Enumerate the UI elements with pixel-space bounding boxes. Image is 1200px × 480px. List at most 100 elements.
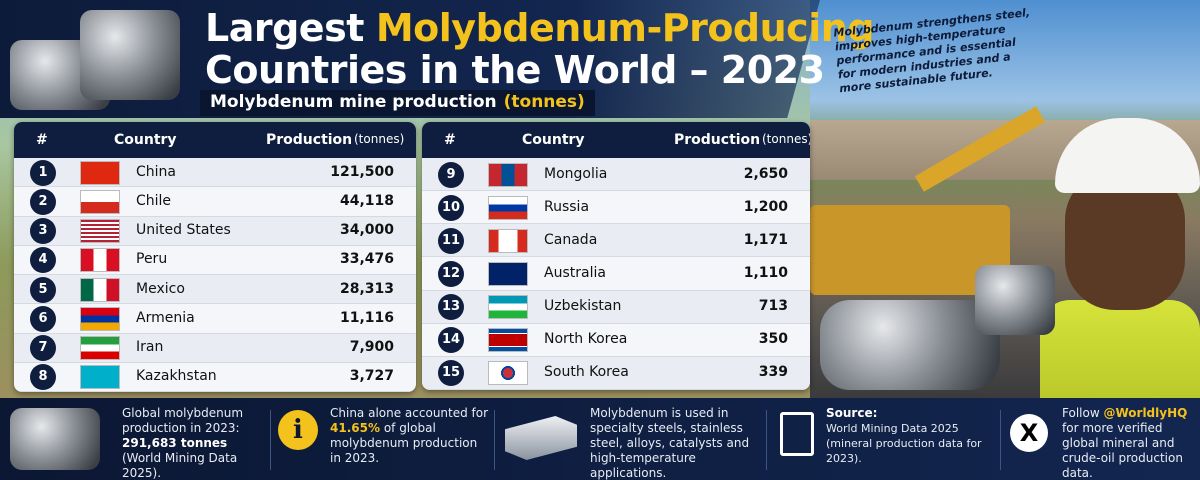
table-row: 6 Armenia 11,116 — [14, 304, 416, 334]
title-highlight: Molybdenum-Producing — [375, 6, 875, 50]
column-header: # — [444, 132, 456, 148]
column-unit: (tonnes) — [762, 132, 810, 146]
table-row: 1 China 121,500 — [14, 158, 416, 188]
flag — [488, 328, 528, 353]
column-unit: (tonnes) — [354, 132, 405, 146]
subtitle-text: Molybdenum mine production — [210, 92, 497, 112]
text: Global molybdenum production in 2023: — [122, 406, 244, 435]
text: World Mining Data 2025 (mineral producti… — [826, 422, 982, 465]
production-value: 33,476 — [339, 251, 394, 268]
rank-badge: 4 — [30, 247, 56, 274]
country-name: Iran — [136, 339, 164, 356]
table-row: 5 Mexico 28,313 — [14, 275, 416, 305]
production-value: 339 — [758, 364, 788, 381]
ore-icon — [10, 408, 100, 470]
production-value: 1,200 — [743, 198, 788, 215]
production-value: 121,500 — [330, 163, 394, 180]
footer-fact: China alone accounted for 41.65% of glob… — [330, 406, 490, 466]
text: (World Mining Data 2025). — [122, 451, 238, 480]
country-name: Mongolia — [544, 165, 608, 182]
country-name: Mexico — [136, 280, 185, 297]
flag — [80, 365, 120, 390]
production-value: 1,110 — [743, 264, 788, 281]
rank-badge: 12 — [438, 260, 464, 287]
production-value: 11,116 — [339, 309, 394, 326]
column-header: # — [36, 132, 48, 148]
text: Follow — [1062, 406, 1100, 420]
highlight: 291,683 tonnes — [122, 436, 228, 450]
title-text: Countries in the World – 2023 — [205, 48, 825, 92]
document-icon — [780, 412, 814, 456]
flag — [488, 162, 528, 187]
production-value: 3,727 — [349, 368, 394, 385]
table-row: 11 Canada 1,171 — [422, 224, 810, 258]
production-value: 713 — [758, 298, 788, 315]
title: Largest Molybdenum-Producing — [205, 6, 874, 50]
column-header: Production — [266, 132, 353, 148]
production-value: 350 — [758, 331, 788, 348]
country-name: United States — [136, 222, 231, 239]
country-name: Chile — [136, 192, 172, 209]
footer-fact: Molybdenum is used in specialty steels, … — [590, 406, 760, 480]
rank-badge: 7 — [30, 335, 56, 362]
rank-badge: 3 — [30, 218, 56, 245]
country-name: North Korea — [544, 331, 628, 348]
rank-badge: 15 — [438, 360, 464, 387]
table-header: # Country Production (tonnes) — [422, 122, 810, 158]
rank-badge: 2 — [30, 188, 56, 215]
table-row: 3 United States 34,000 — [14, 216, 416, 246]
table-row: 2 Chile 44,118 — [14, 187, 416, 217]
country-name: China — [136, 163, 176, 180]
country-name: Russia — [544, 198, 590, 215]
country-name: Australia — [544, 264, 606, 281]
rank-badge: 8 — [30, 364, 56, 391]
handle[interactable]: @WorldlyHQ — [1103, 406, 1188, 420]
title: Countries in the World – 2023 — [205, 48, 825, 92]
flag — [488, 261, 528, 286]
column-header: Production — [674, 132, 761, 148]
flag — [80, 189, 120, 214]
flag — [80, 160, 120, 185]
rank-badge: 6 — [30, 305, 56, 332]
highlight: 41.65% — [330, 421, 380, 435]
column-header: Country — [522, 132, 585, 148]
country-name: Kazakhstan — [136, 368, 217, 385]
label: Source: — [826, 406, 878, 420]
rank-badge: 14 — [438, 327, 464, 354]
steel-icon — [505, 416, 577, 460]
footer-fact: Global molybdenum production in 2023: 291… — [122, 406, 272, 480]
footer-fact: Follow @WorldlyHQ for more verified glob… — [1062, 406, 1196, 480]
production-value: 44,118 — [339, 192, 394, 209]
country-name: South Korea — [544, 364, 629, 381]
table: # Country Production (tonnes) 1 China 121,500 2… — [14, 122, 416, 392]
flag — [80, 219, 120, 244]
rank-badge: 10 — [438, 194, 464, 221]
table-row: 15 South Korea 339 — [422, 356, 810, 390]
rank-badge: 11 — [438, 227, 464, 254]
rank-badge: 13 — [438, 294, 464, 321]
flag — [488, 228, 528, 253]
table-row: 7 Iran 7,900 — [14, 333, 416, 363]
vest — [1040, 300, 1200, 400]
flag — [488, 295, 528, 320]
footer-fact: Source: World Mining Data 2025 (mineral p… — [826, 406, 996, 466]
text: Molybdenum is used in specialty steels, … — [590, 406, 750, 480]
table-header: # Country Production (tonnes) — [14, 122, 416, 158]
production-value: 1,171 — [743, 231, 788, 248]
flag — [80, 248, 120, 273]
production-value: 7,900 — [349, 339, 394, 356]
table-row: 10 Russia 1,200 — [422, 191, 810, 225]
info-icon: i — [278, 410, 318, 450]
x-logo[interactable]: X — [1010, 414, 1048, 452]
column-header: Country — [114, 132, 177, 148]
mining-photo — [810, 0, 1200, 400]
production-value: 28,313 — [339, 280, 394, 297]
worker-face — [1065, 170, 1185, 310]
table-row: 14 North Korea 350 — [422, 324, 810, 357]
flag — [80, 306, 120, 331]
subtitle-unit: (tonnes) — [503, 92, 585, 112]
country-name: Peru — [136, 251, 168, 268]
rank-badge: 9 — [438, 161, 464, 188]
table-row: 8 Kazakhstan 3,727 — [14, 363, 416, 392]
rank-badge: 5 — [30, 276, 56, 303]
